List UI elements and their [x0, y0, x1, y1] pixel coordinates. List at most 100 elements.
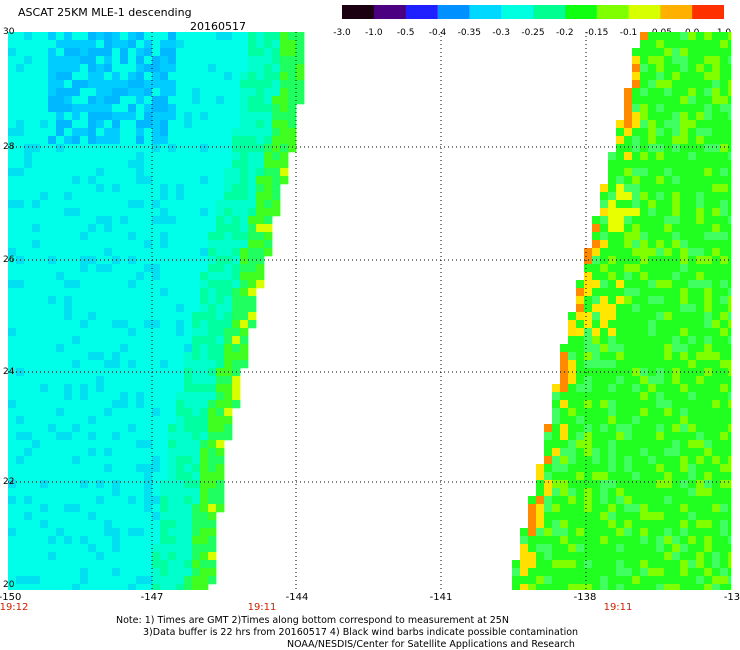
data-cell — [704, 344, 713, 353]
data-cell — [168, 392, 177, 401]
data-cell — [40, 416, 49, 425]
data-cell — [152, 464, 161, 473]
data-cell — [8, 216, 17, 225]
data-cell — [80, 160, 89, 169]
data-cell — [72, 88, 81, 97]
data-cell — [96, 344, 105, 353]
data-cell — [48, 56, 57, 65]
data-cell — [256, 112, 265, 121]
data-cell — [96, 216, 105, 225]
data-cell — [48, 536, 57, 545]
data-cell — [712, 584, 721, 590]
data-cell — [696, 272, 705, 281]
data-cell — [24, 576, 33, 585]
data-cell — [704, 264, 713, 273]
data-cell — [656, 120, 665, 129]
data-cell — [568, 400, 577, 409]
data-cell — [104, 144, 113, 153]
data-cell — [176, 528, 185, 537]
data-cell — [680, 192, 689, 201]
data-cell — [80, 224, 89, 233]
data-cell — [712, 240, 721, 249]
data-cell — [48, 432, 57, 441]
data-cell — [592, 464, 601, 473]
data-cell — [192, 40, 201, 49]
data-cell — [712, 544, 721, 553]
data-cell — [640, 536, 649, 545]
data-cell — [624, 296, 633, 305]
data-cell — [536, 568, 545, 577]
data-cell — [120, 40, 129, 49]
data-cell — [216, 352, 225, 361]
data-cell — [680, 88, 689, 97]
data-cell — [552, 544, 561, 553]
data-cell — [728, 352, 731, 361]
data-cell — [224, 264, 233, 273]
data-cell — [720, 32, 729, 41]
data-cell — [712, 136, 721, 145]
data-cell — [632, 192, 641, 201]
data-cell — [152, 144, 161, 153]
data-cell — [152, 496, 161, 505]
data-cell — [232, 232, 241, 241]
data-cell — [88, 88, 97, 97]
data-cell — [216, 176, 225, 185]
data-cell — [672, 360, 681, 369]
data-cell — [288, 80, 297, 89]
data-cell — [648, 72, 657, 81]
data-cell — [136, 528, 145, 537]
data-cell — [696, 88, 705, 97]
data-cell — [176, 336, 185, 345]
data-cell — [560, 408, 569, 417]
data-cell — [240, 232, 249, 241]
data-cell — [152, 72, 161, 81]
data-cell — [88, 176, 97, 185]
data-cell — [168, 352, 177, 361]
data-cell — [720, 432, 729, 441]
data-cell — [88, 424, 97, 433]
data-cell — [184, 264, 193, 273]
data-cell — [648, 376, 657, 385]
data-cell — [160, 344, 169, 353]
data-cell — [712, 392, 721, 401]
data-cell — [88, 328, 97, 337]
data-cell — [616, 160, 625, 169]
data-cell — [208, 488, 217, 497]
data-cell — [96, 576, 105, 585]
data-cell — [184, 232, 193, 241]
data-cell — [56, 192, 65, 201]
data-cell — [560, 584, 569, 590]
data-cell — [664, 576, 673, 585]
data-cell — [600, 336, 609, 345]
data-cell — [8, 360, 17, 369]
data-cell — [632, 112, 641, 121]
data-cell — [48, 184, 57, 193]
data-cell — [160, 432, 169, 441]
data-cell — [712, 456, 721, 465]
data-cell — [248, 32, 257, 41]
data-cell — [16, 568, 25, 577]
data-cell — [8, 224, 17, 233]
data-cell — [64, 448, 73, 457]
data-cell — [688, 200, 697, 209]
data-cell — [96, 288, 105, 297]
data-cell — [208, 440, 217, 449]
data-cell — [704, 136, 713, 145]
data-cell — [728, 264, 731, 273]
data-cell — [184, 248, 193, 257]
data-cell — [208, 424, 217, 433]
data-cell — [184, 304, 193, 313]
data-cell — [696, 96, 705, 105]
data-cell — [120, 448, 129, 457]
data-cell — [88, 360, 97, 369]
data-cell — [168, 104, 177, 113]
data-cell — [32, 576, 41, 585]
data-cell — [40, 56, 49, 65]
data-cell — [24, 528, 33, 537]
data-cell — [264, 224, 273, 233]
data-cell — [264, 144, 273, 153]
data-cell — [680, 336, 689, 345]
data-cell — [112, 160, 121, 169]
data-cell — [128, 304, 137, 313]
data-cell — [168, 56, 177, 65]
